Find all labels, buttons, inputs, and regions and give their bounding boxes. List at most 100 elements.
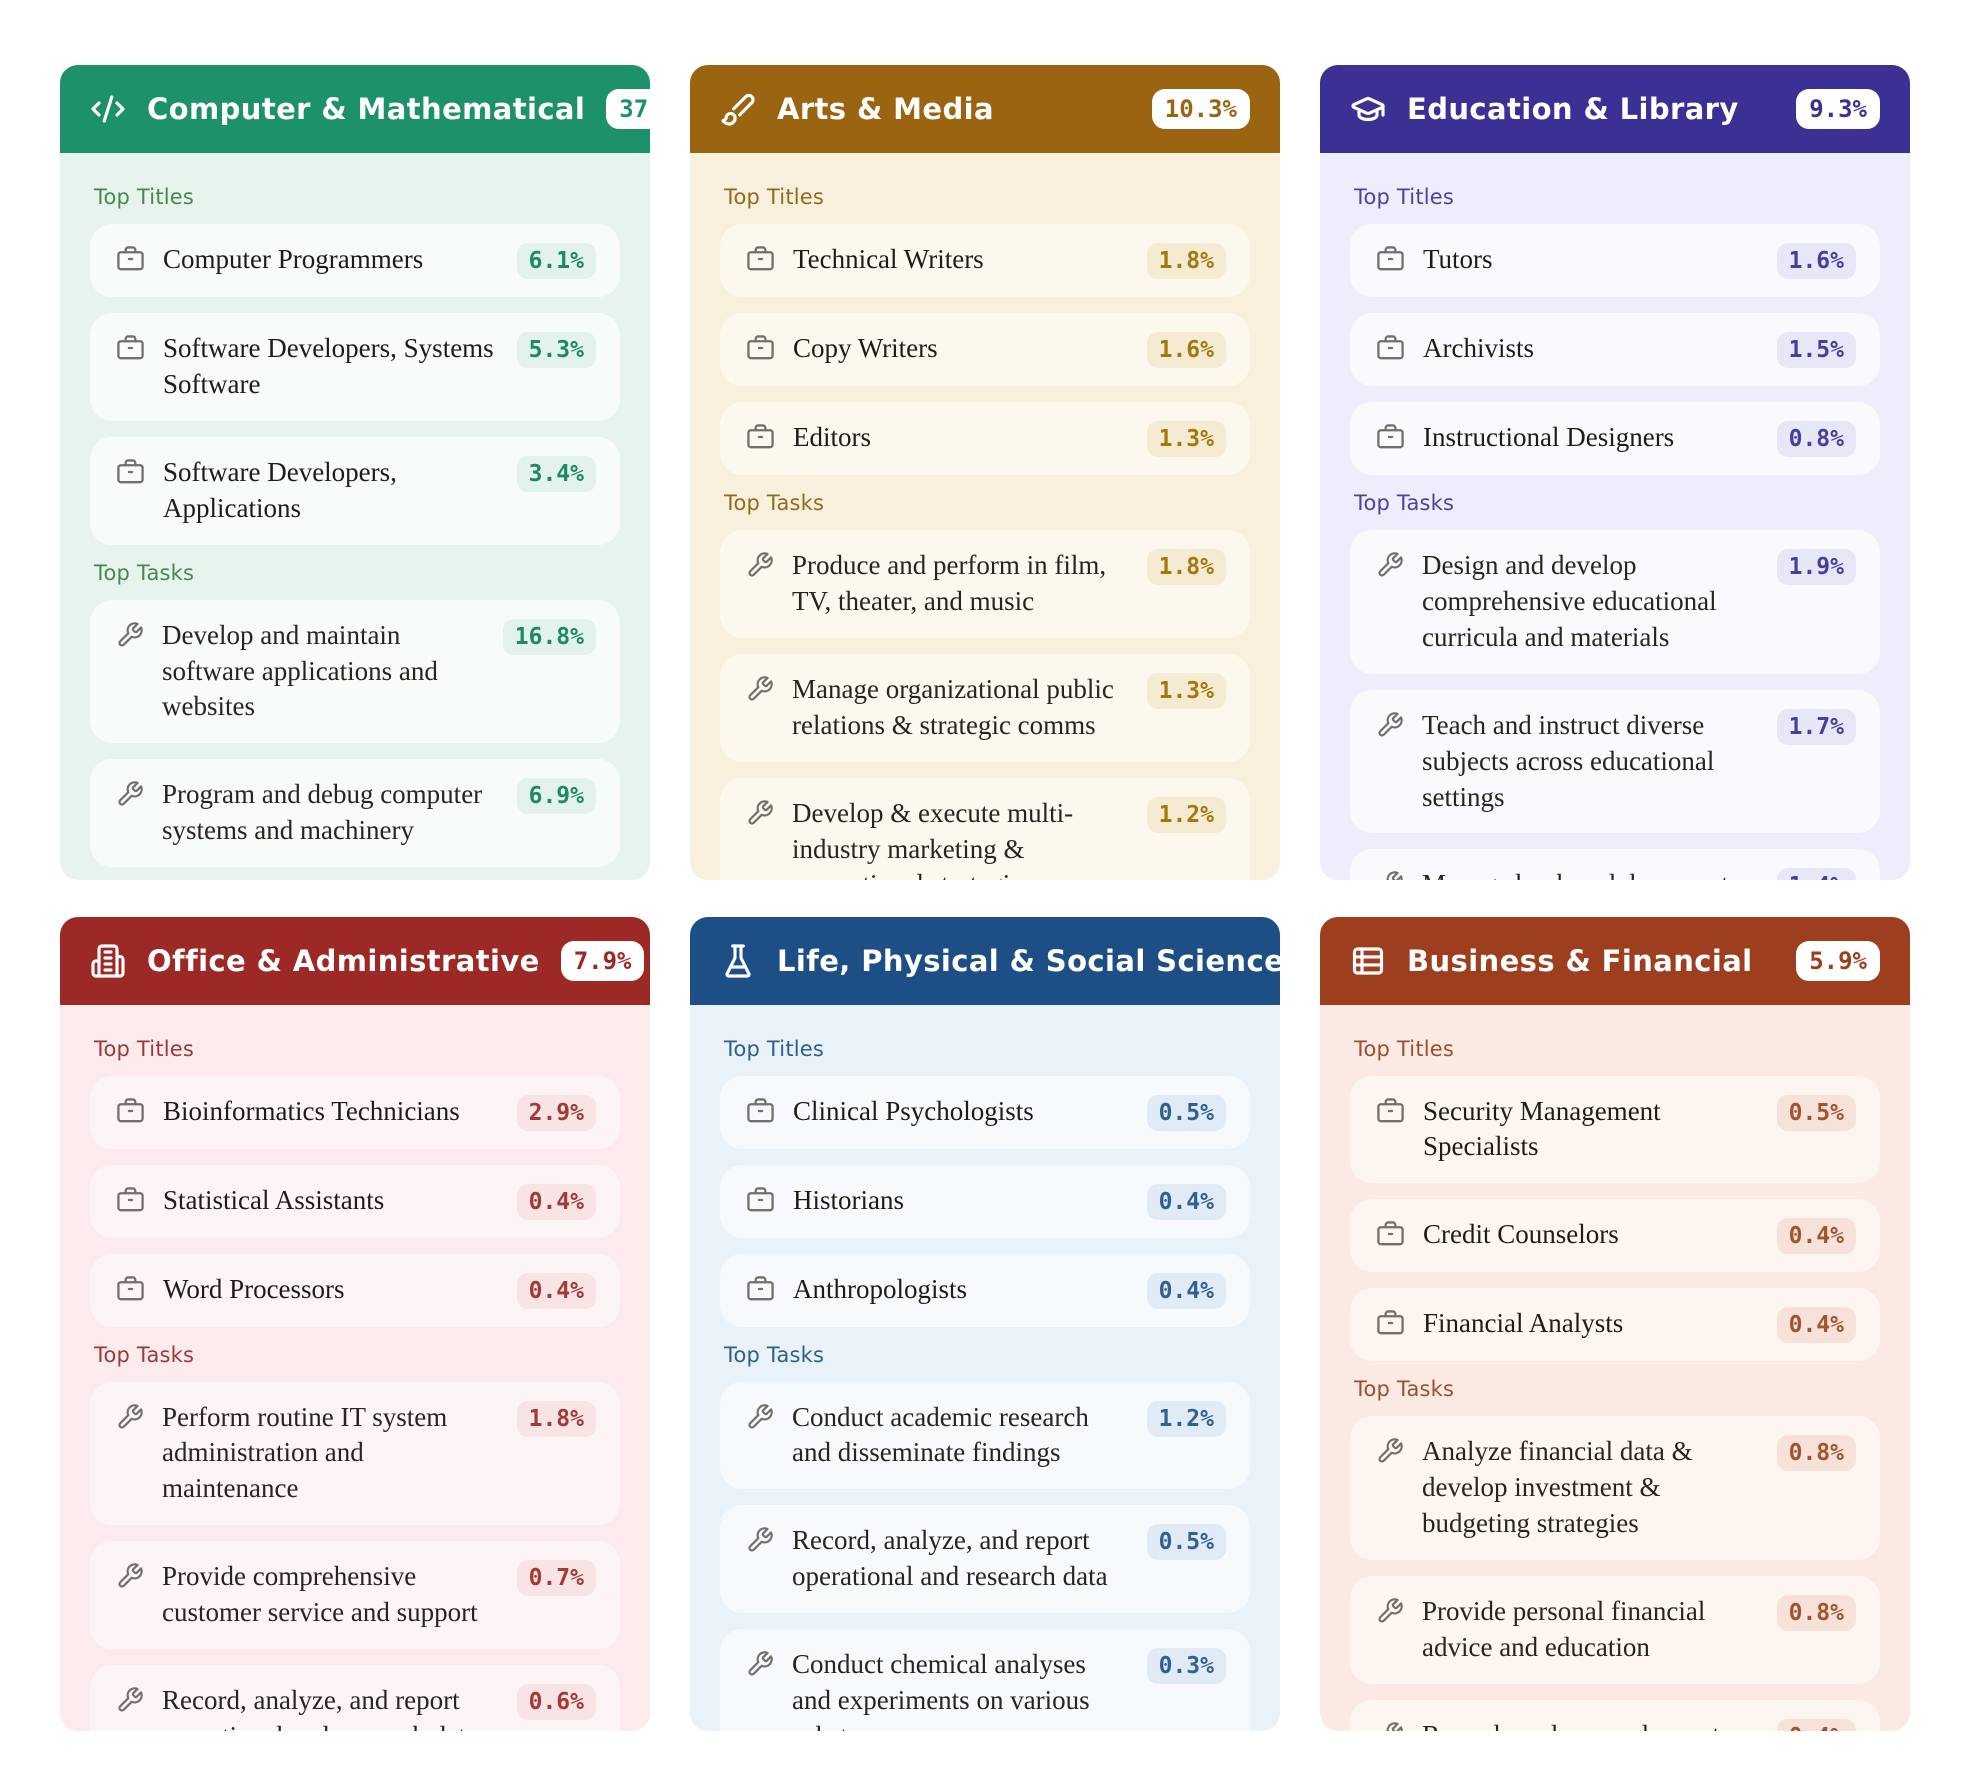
category-card-computer-mathematical: Computer & Mathematical 37.2% Top Titles… bbox=[60, 65, 650, 880]
paintbrush-icon bbox=[720, 91, 756, 127]
card-header: Life, Physical & Social Science 6.4% bbox=[690, 916, 1280, 1005]
task-text: Provide personal financial advice and ed… bbox=[1422, 1596, 1706, 1662]
card-header: Office & Administrative 7.9% bbox=[60, 916, 650, 1005]
title-item: Copy Writers 1.6% bbox=[720, 313, 1250, 386]
category-percent-badge: 37.2% bbox=[606, 89, 650, 129]
task-item: Perform routine IT system administration… bbox=[90, 1381, 620, 1526]
card-body: Top Titles Bioinformatics Technicians 2.… bbox=[60, 1005, 650, 1731]
top-titles-label: Top Titles bbox=[724, 185, 825, 209]
briefcase-icon bbox=[1376, 1220, 1405, 1249]
briefcase-icon bbox=[1376, 1097, 1405, 1126]
task-text: Conduct academic research and disseminat… bbox=[792, 1401, 1089, 1468]
title-item: Computer Programmers 6.1% bbox=[90, 224, 620, 297]
wrench-icon bbox=[746, 675, 774, 703]
category-card-office-administrative: Office & Administrative 7.9% Top Titles … bbox=[60, 916, 650, 1731]
title-percent: 1.6% bbox=[1776, 243, 1856, 279]
task-item: Design and develop comprehensive educati… bbox=[1350, 530, 1880, 674]
title-item: Tutors 1.6% bbox=[1350, 224, 1880, 297]
task-percent: 1.4% bbox=[1776, 868, 1856, 880]
title-text: Archivists bbox=[1423, 333, 1534, 363]
ledger-icon bbox=[1350, 943, 1386, 979]
briefcase-icon bbox=[746, 423, 775, 452]
card-title: Education & Library bbox=[1407, 92, 1739, 126]
briefcase-icon bbox=[116, 1275, 145, 1304]
task-percent: 0.4% bbox=[1776, 1718, 1856, 1731]
title-text: Credit Counselors bbox=[1423, 1219, 1619, 1250]
wrench-icon bbox=[116, 1686, 144, 1714]
wrench-icon bbox=[116, 780, 144, 808]
briefcase-icon bbox=[1376, 245, 1405, 274]
title-item: Historians 0.4% bbox=[720, 1164, 1250, 1238]
wrench-icon bbox=[116, 621, 144, 649]
briefcase-icon bbox=[746, 1097, 775, 1126]
card-body: Top Titles Clinical Psychologists 0.5% H… bbox=[690, 1005, 1280, 1731]
task-percent: 0.8% bbox=[1776, 1595, 1856, 1632]
title-item: Credit Counselors 0.4% bbox=[1350, 1199, 1880, 1273]
title-item: Clinical Psychologists 0.5% bbox=[720, 1075, 1250, 1149]
task-text: Teach and instruct diverse subjects acro… bbox=[1422, 709, 1715, 812]
title-percent: 0.4% bbox=[1146, 1272, 1226, 1309]
wrench-icon bbox=[746, 799, 774, 827]
top-tasks-label: Top Tasks bbox=[1354, 1377, 1455, 1402]
task-text: Produce and perform in film, TV, theater… bbox=[792, 550, 1107, 616]
task-item: Teach and instruct diverse subjects acro… bbox=[1350, 689, 1880, 834]
card-body: Top Titles Security Management Specialis… bbox=[1320, 1005, 1910, 1731]
card-body: Top Titles Computer Programmers 6.1% Sof… bbox=[60, 153, 650, 880]
title-item: Financial Analysts 0.4% bbox=[1350, 1288, 1880, 1362]
task-item: Manage organizational public relations &… bbox=[720, 653, 1250, 762]
title-text: Editors bbox=[793, 422, 871, 452]
category-card-education-library: Education & Library 9.3% Top Titles Tuto… bbox=[1320, 65, 1910, 880]
task-text: Record, analyze, and report operational … bbox=[162, 1685, 478, 1731]
task-text: Manage book and document publishing proc… bbox=[1422, 867, 1759, 879]
task-text: Record, analyze, and report operational … bbox=[1422, 1718, 1759, 1731]
task-item: Record, analyze, and report operational … bbox=[90, 1665, 620, 1731]
task-text: Analyze financial data & develop investm… bbox=[1422, 1436, 1693, 1539]
card-header: Computer & Mathematical 37.2% bbox=[60, 65, 650, 153]
title-text: Anthropologists bbox=[793, 1273, 968, 1304]
title-percent: 1.3% bbox=[1146, 421, 1226, 457]
briefcase-icon bbox=[1376, 1309, 1405, 1338]
title-item: Statistical Assistants 0.4% bbox=[90, 1164, 620, 1238]
task-percent: 16.8% bbox=[502, 618, 596, 655]
task-item: Record, analyze, and report operational … bbox=[1350, 1699, 1880, 1731]
wrench-icon bbox=[746, 1526, 774, 1554]
title-percent: 1.6% bbox=[1146, 332, 1226, 368]
task-item: Provide personal financial advice and ed… bbox=[1350, 1576, 1880, 1684]
task-item: Analyze financial data & develop investm… bbox=[1350, 1416, 1880, 1561]
title-text: Security Management Specialists bbox=[1423, 1095, 1661, 1162]
briefcase-icon bbox=[116, 1186, 145, 1215]
task-text: Conduct chemical analyses and experiment… bbox=[792, 1649, 1090, 1731]
category-percent-badge: 5.9% bbox=[1796, 940, 1880, 981]
wrench-icon bbox=[1376, 711, 1404, 739]
task-percent: 0.5% bbox=[1146, 1524, 1226, 1561]
task-text: Program and debug computer systems and m… bbox=[162, 779, 483, 846]
task-item: Program and debug computer systems and m… bbox=[90, 759, 620, 868]
task-percent: 1.8% bbox=[1146, 549, 1226, 585]
title-item: Anthropologists 0.4% bbox=[720, 1253, 1250, 1327]
wrench-icon bbox=[1376, 1721, 1404, 1731]
title-item: Bioinformatics Technicians 2.9% bbox=[90, 1075, 620, 1149]
task-item: Provide comprehensive customer service a… bbox=[90, 1541, 620, 1650]
title-text: Statistical Assistants bbox=[163, 1184, 385, 1215]
title-item: Technical Writers 1.8% bbox=[720, 224, 1250, 297]
briefcase-icon bbox=[746, 1186, 775, 1215]
title-item: Instructional Designers 0.8% bbox=[1350, 402, 1880, 475]
title-percent: 0.4% bbox=[516, 1272, 596, 1309]
title-percent: 2.9% bbox=[516, 1094, 596, 1131]
title-text: Copy Writers bbox=[793, 333, 938, 363]
category-percent-badge: 10.3% bbox=[1151, 89, 1250, 129]
task-text: Develop & execute multi-industry marketi… bbox=[792, 797, 1074, 880]
title-percent: 0.4% bbox=[1146, 1183, 1226, 1220]
card-body: Top Titles Technical Writers 1.8% Copy W… bbox=[690, 153, 1280, 880]
card-title: Business & Financial bbox=[1407, 943, 1753, 978]
task-percent: 1.9% bbox=[1776, 549, 1856, 585]
title-item: Editors 1.3% bbox=[720, 402, 1250, 475]
task-text: Design and develop comprehensive educati… bbox=[1422, 550, 1717, 652]
task-item: Produce and perform in film, TV, theater… bbox=[720, 530, 1250, 638]
wrench-icon bbox=[746, 1403, 774, 1431]
title-text: Historians bbox=[793, 1184, 904, 1215]
title-item: Software Developers, Applications 3.4% bbox=[90, 436, 620, 545]
task-percent: 1.7% bbox=[1776, 708, 1856, 745]
title-item: Software Developers, Systems Software 5.… bbox=[90, 313, 620, 421]
top-titles-label: Top Titles bbox=[1354, 185, 1455, 209]
